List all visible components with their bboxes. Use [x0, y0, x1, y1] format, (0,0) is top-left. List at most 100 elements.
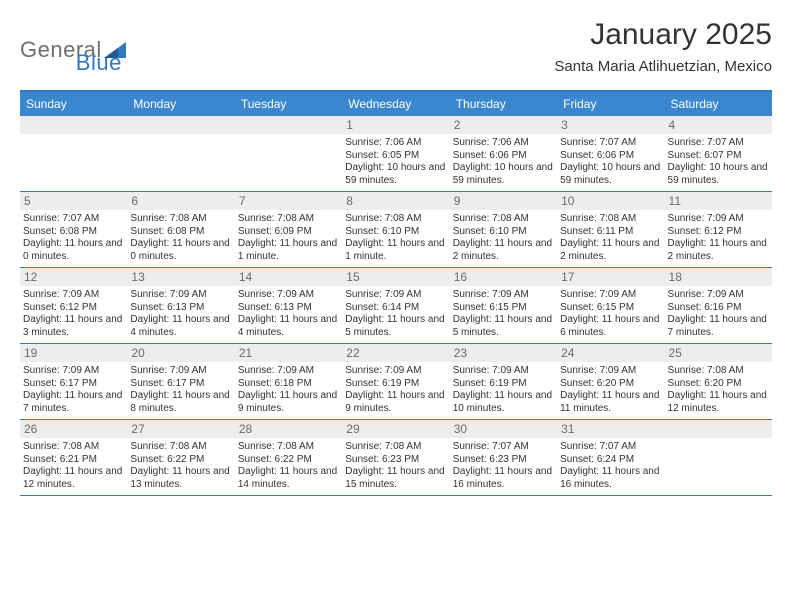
day-info: Sunrise: 7:07 AMSunset: 6:08 PMDaylight:…: [23, 213, 124, 263]
day-cell: 30Sunrise: 7:07 AMSunset: 6:23 PMDayligh…: [450, 420, 557, 495]
sunset-text: Sunset: 6:21 PM: [23, 454, 124, 467]
day-info: Sunrise: 7:08 AMSunset: 6:23 PMDaylight:…: [345, 441, 446, 491]
day-info: Sunrise: 7:08 AMSunset: 6:08 PMDaylight:…: [130, 213, 231, 263]
sunrise-text: Sunrise: 7:09 AM: [23, 289, 124, 302]
sunrise-text: Sunrise: 7:08 AM: [238, 441, 339, 454]
sunset-text: Sunset: 6:22 PM: [130, 454, 231, 467]
week-row: 19Sunrise: 7:09 AMSunset: 6:17 PMDayligh…: [20, 344, 772, 420]
sunrise-text: Sunrise: 7:09 AM: [238, 289, 339, 302]
day-number: 14: [235, 268, 342, 286]
day-number: [20, 116, 127, 134]
header-row: General Blue January 2025 Santa Maria At…: [20, 18, 772, 76]
day-number: 28: [235, 420, 342, 438]
day-cell: 29Sunrise: 7:08 AMSunset: 6:23 PMDayligh…: [342, 420, 449, 495]
sunrise-text: Sunrise: 7:09 AM: [668, 213, 769, 226]
daylight-text: Daylight: 11 hours and 2 minutes.: [560, 238, 661, 263]
sunrise-text: Sunrise: 7:09 AM: [238, 365, 339, 378]
daylight-text: Daylight: 11 hours and 2 minutes.: [453, 238, 554, 263]
day-number: 27: [127, 420, 234, 438]
day-number: 15: [342, 268, 449, 286]
dow-thursday: Thursday: [450, 92, 557, 116]
sunset-text: Sunset: 6:14 PM: [345, 302, 446, 315]
day-cell: 25Sunrise: 7:08 AMSunset: 6:20 PMDayligh…: [665, 344, 772, 419]
day-number: 25: [665, 344, 772, 362]
daylight-text: Daylight: 11 hours and 7 minutes.: [23, 390, 124, 415]
day-cell: 1 Sunrise: 7:06 AMSunset: 6:05 PMDaylight…: [342, 116, 449, 191]
daylight-text: Daylight: 11 hours and 4 minutes.: [130, 314, 231, 339]
day-cell: 28 Sunrise: 7:08 AMSunset: 6:22 PMDayligh…: [235, 420, 342, 495]
day-info: Sunrise: 7:08 AMSunset: 6:22 PMDaylight:…: [130, 441, 231, 491]
day-number: 21: [235, 344, 342, 362]
sunrise-text: Sunrise: 7:06 AM: [345, 137, 446, 150]
day-info: Sunrise: 7:08 AMSunset: 6:10 PMDaylight:…: [453, 213, 554, 263]
daylight-text: Daylight: 11 hours and 0 minutes.: [130, 238, 231, 263]
sunset-text: Sunset: 6:10 PM: [345, 226, 446, 239]
sunrise-text: Sunrise: 7:07 AM: [560, 441, 661, 454]
day-info: Sunrise: 7:09 AMSunset: 6:12 PMDaylight:…: [668, 213, 769, 263]
daylight-text: Daylight: 11 hours and 9 minutes.: [345, 390, 446, 415]
daylight-text: Daylight: 11 hours and 7 minutes.: [668, 314, 769, 339]
day-info: Sunrise: 7:09 AMSunset: 6:18 PMDaylight:…: [238, 365, 339, 415]
sunset-text: Sunset: 6:15 PM: [453, 302, 554, 315]
day-info: Sunrise: 7:08 AMSunset: 6:11 PMDaylight:…: [560, 213, 661, 263]
day-cell: 27 Sunrise: 7:08 AMSunset: 6:22 PMDayligh…: [127, 420, 234, 495]
day-number: 7: [235, 192, 342, 210]
day-info: Sunrise: 7:08 AMSunset: 6:22 PMDaylight:…: [238, 441, 339, 491]
sunrise-text: Sunrise: 7:07 AM: [668, 137, 769, 150]
sunset-text: Sunset: 6:22 PM: [238, 454, 339, 467]
daylight-text: Daylight: 11 hours and 12 minutes.: [23, 466, 124, 491]
week-row: 26Sunrise: 7:08 AMSunset: 6:21 PMDayligh…: [20, 420, 772, 496]
daylight-text: Daylight: 11 hours and 4 minutes.: [238, 314, 339, 339]
day-info: Sunrise: 7:09 AMSunset: 6:17 PMDaylight:…: [23, 365, 124, 415]
sunrise-text: Sunrise: 7:08 AM: [668, 365, 769, 378]
sunrise-text: Sunrise: 7:08 AM: [453, 213, 554, 226]
sunrise-text: Sunrise: 7:09 AM: [668, 289, 769, 302]
sunset-text: Sunset: 6:20 PM: [668, 378, 769, 391]
dow-monday: Monday: [127, 92, 234, 116]
day-info: Sunrise: 7:09 AMSunset: 6:14 PMDaylight:…: [345, 289, 446, 339]
sunset-text: Sunset: 6:23 PM: [453, 454, 554, 467]
day-cell: 5Sunrise: 7:07 AMSunset: 6:08 PMDaylight…: [20, 192, 127, 267]
daylight-text: Daylight: 11 hours and 13 minutes.: [130, 466, 231, 491]
dow-friday: Friday: [557, 92, 664, 116]
sunrise-text: Sunrise: 7:08 AM: [23, 441, 124, 454]
day-info: Sunrise: 7:08 AMSunset: 6:10 PMDaylight:…: [345, 213, 446, 263]
sunrise-text: Sunrise: 7:09 AM: [345, 289, 446, 302]
day-cell: 13Sunrise: 7:09 AMSunset: 6:13 PMDayligh…: [127, 268, 234, 343]
day-cell: 14Sunrise: 7:09 AMSunset: 6:13 PMDayligh…: [235, 268, 342, 343]
day-info: Sunrise: 7:07 AMSunset: 6:24 PMDaylight:…: [560, 441, 661, 491]
day-cell: 26Sunrise: 7:08 AMSunset: 6:21 PMDayligh…: [20, 420, 127, 495]
daylight-text: Daylight: 10 hours and 59 minutes.: [668, 162, 769, 187]
day-cell: 24Sunrise: 7:09 AMSunset: 6:20 PMDayligh…: [557, 344, 664, 419]
dow-sunday: Sunday: [20, 92, 127, 116]
sunset-text: Sunset: 6:24 PM: [560, 454, 661, 467]
sunset-text: Sunset: 6:08 PM: [130, 226, 231, 239]
day-info: Sunrise: 7:06 AMSunset: 6:05 PMDaylight:…: [345, 137, 446, 187]
daylight-text: Daylight: 11 hours and 11 minutes.: [560, 390, 661, 415]
day-info: Sunrise: 7:09 AMSunset: 6:15 PMDaylight:…: [560, 289, 661, 339]
sunset-text: Sunset: 6:05 PM: [345, 150, 446, 163]
sunset-text: Sunset: 6:18 PM: [238, 378, 339, 391]
day-cell: 15 Sunrise: 7:09 AMSunset: 6:14 PMDayligh…: [342, 268, 449, 343]
day-cell: 20Sunrise: 7:09 AMSunset: 6:17 PMDayligh…: [127, 344, 234, 419]
sunrise-text: Sunrise: 7:08 AM: [345, 441, 446, 454]
dow-wednesday: Wednesday: [342, 92, 449, 116]
day-info: Sunrise: 7:07 AMSunset: 6:06 PMDaylight:…: [560, 137, 661, 187]
sunset-text: Sunset: 6:11 PM: [560, 226, 661, 239]
daylight-text: Daylight: 10 hours and 59 minutes.: [560, 162, 661, 187]
day-number: 1: [342, 116, 449, 134]
daylight-text: Daylight: 11 hours and 14 minutes.: [238, 466, 339, 491]
sunrise-text: Sunrise: 7:08 AM: [345, 213, 446, 226]
day-number: 24: [557, 344, 664, 362]
day-number: 2: [450, 116, 557, 134]
sunrise-text: Sunrise: 7:07 AM: [560, 137, 661, 150]
day-number: 18: [665, 268, 772, 286]
day-number: 22: [342, 344, 449, 362]
week-row: 12Sunrise: 7:09 AMSunset: 6:12 PMDayligh…: [20, 268, 772, 344]
day-cell: 21 Sunrise: 7:09 AMSunset: 6:18 PMDayligh…: [235, 344, 342, 419]
sunset-text: Sunset: 6:13 PM: [130, 302, 231, 315]
day-of-week-row: Sunday Monday Tuesday Wednesday Thursday…: [20, 92, 772, 116]
title-block: January 2025 Santa Maria Atlihuetzian, M…: [554, 18, 772, 75]
sunrise-text: Sunrise: 7:08 AM: [238, 213, 339, 226]
sunset-text: Sunset: 6:19 PM: [345, 378, 446, 391]
